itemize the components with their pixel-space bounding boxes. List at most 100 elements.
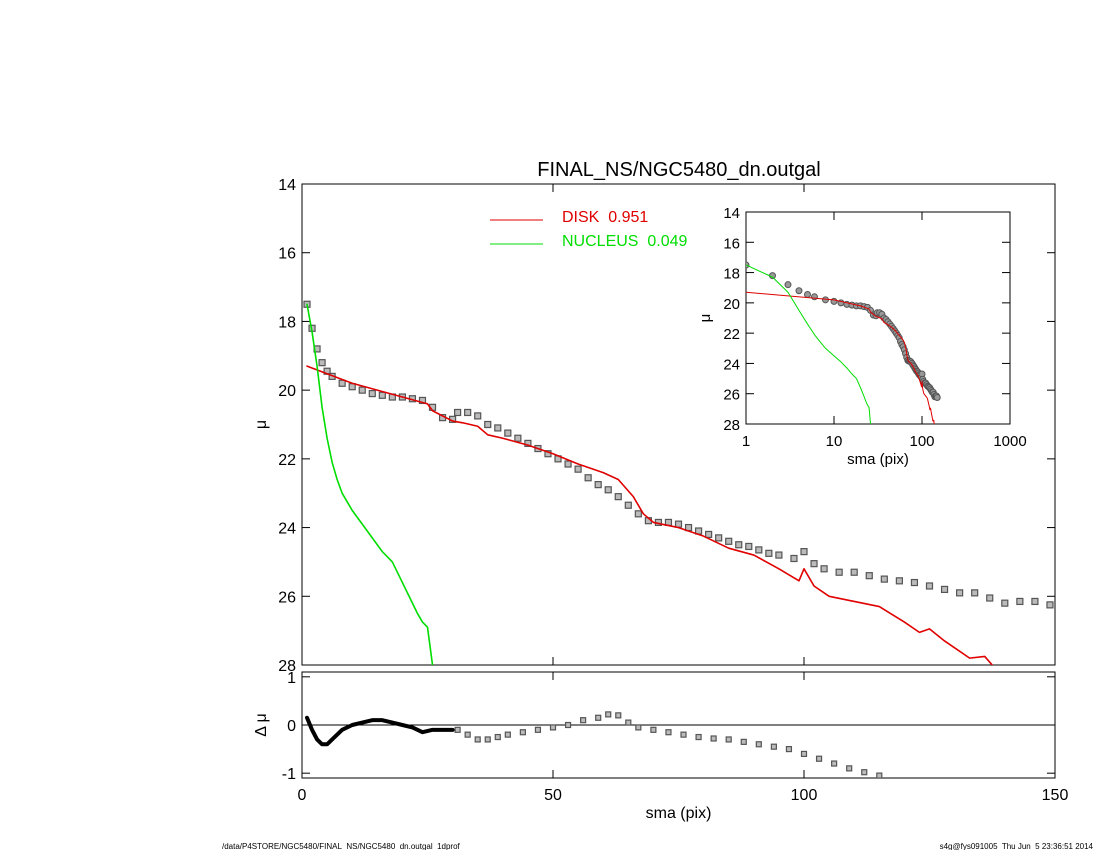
- data-line: [305, 715, 455, 747]
- y-tick-label: 22: [278, 452, 296, 469]
- data-point: [625, 719, 632, 726]
- data-point: [418, 396, 427, 405]
- y-tick-label: 24: [723, 356, 740, 373]
- data-point: [725, 537, 733, 545]
- plot-area: [303, 300, 1054, 665]
- y-tick-label: 1: [287, 670, 296, 687]
- data-point: [624, 501, 632, 509]
- y-tick-label: 16: [723, 235, 740, 252]
- data-point: [634, 510, 642, 518]
- x-tick-label: 1000: [993, 433, 1026, 450]
- data-point: [564, 460, 572, 468]
- data-point: [810, 293, 818, 301]
- data-point: [519, 729, 526, 736]
- y-tick-label: 14: [723, 205, 740, 222]
- data-point: [800, 548, 808, 556]
- data-point: [595, 714, 602, 721]
- data-point: [725, 736, 732, 743]
- data-point: [318, 359, 326, 367]
- data-point: [933, 394, 941, 401]
- data-point: [785, 745, 793, 753]
- data-line: [306, 365, 994, 665]
- data-point: [865, 572, 873, 580]
- data-point: [1016, 597, 1024, 606]
- plot-area: [305, 711, 883, 778]
- data-point: [580, 717, 587, 724]
- data-point: [861, 769, 868, 776]
- data-point: [338, 379, 346, 387]
- data-point: [494, 424, 502, 432]
- data-point: [770, 743, 777, 750]
- plot-area: [746, 261, 941, 424]
- data-point: [821, 296, 829, 304]
- y-axis-label: μ: [697, 314, 714, 323]
- data-line: [746, 291, 935, 424]
- x-axis-label: sma (pix): [646, 805, 712, 822]
- data-point: [524, 439, 532, 447]
- data-point: [504, 429, 512, 437]
- data-point: [1031, 597, 1039, 606]
- data-point: [705, 530, 713, 539]
- data-point: [755, 546, 763, 554]
- x-tick-label: 50: [544, 787, 562, 804]
- data-point: [474, 736, 481, 743]
- y-tick-label: 22: [723, 326, 740, 343]
- footer-left: /data/P4STORE/NGC5480/FINAL_NS/NGC5480_d…: [222, 842, 461, 850]
- y-tick-label: 14: [278, 177, 296, 194]
- data-point: [474, 412, 482, 420]
- plot-frame: [301, 183, 1056, 666]
- data-point: [971, 589, 979, 597]
- x-tick-label: 0: [298, 787, 307, 804]
- x-tick-label: 100: [791, 787, 818, 804]
- x-tick-label: 1: [742, 433, 750, 450]
- data-point: [635, 724, 642, 731]
- data-point: [810, 560, 818, 568]
- data-point: [484, 736, 491, 743]
- chart-title: FINAL_NS/NGC5480_dn.outgal: [537, 159, 821, 181]
- data-point: [925, 582, 934, 590]
- y-tick-label: 24: [278, 521, 296, 538]
- data-point: [846, 765, 853, 772]
- data-point: [378, 391, 386, 399]
- x-tick-label: 100: [909, 433, 934, 450]
- data-point: [574, 465, 582, 473]
- data-point: [464, 731, 471, 738]
- x-tick-label: 150: [1042, 787, 1069, 804]
- data-point: [876, 772, 883, 778]
- data-point: [804, 291, 812, 299]
- y-tick-label: 28: [723, 417, 740, 434]
- data-point: [715, 534, 723, 542]
- data-point: [464, 408, 472, 417]
- data-point: [614, 493, 622, 501]
- data-point: [534, 726, 542, 733]
- y-tick-label: 0: [287, 718, 296, 735]
- y-tick-label: 16: [278, 246, 296, 263]
- data-point: [800, 750, 808, 758]
- data-line: [306, 303, 434, 665]
- data-point: [368, 389, 376, 398]
- data-point: [910, 578, 919, 587]
- data-point: [604, 486, 612, 494]
- data-point: [454, 726, 461, 733]
- y-tick-label: 28: [278, 658, 296, 675]
- data-point: [494, 733, 501, 741]
- data-point: [564, 721, 572, 729]
- plot-frame: [745, 211, 1011, 425]
- data-point: [605, 711, 612, 718]
- legend-label: DISK 0.951: [562, 209, 648, 226]
- data-point: [850, 568, 858, 576]
- y-tick-label: -1: [282, 766, 296, 783]
- data-point: [674, 520, 683, 528]
- data-point: [765, 549, 773, 557]
- y-tick-label: 26: [723, 387, 740, 404]
- data-point: [956, 589, 964, 597]
- data-point: [831, 760, 838, 767]
- data-point: [615, 712, 622, 719]
- data-point: [1001, 599, 1009, 607]
- data-point: [790, 554, 798, 563]
- footer-right: s4g@fys091005 Thu Jun 5 23:36:51 2014: [940, 842, 1094, 850]
- data-point: [795, 287, 803, 295]
- data-point: [895, 577, 903, 585]
- y-tick-label: 20: [278, 383, 296, 400]
